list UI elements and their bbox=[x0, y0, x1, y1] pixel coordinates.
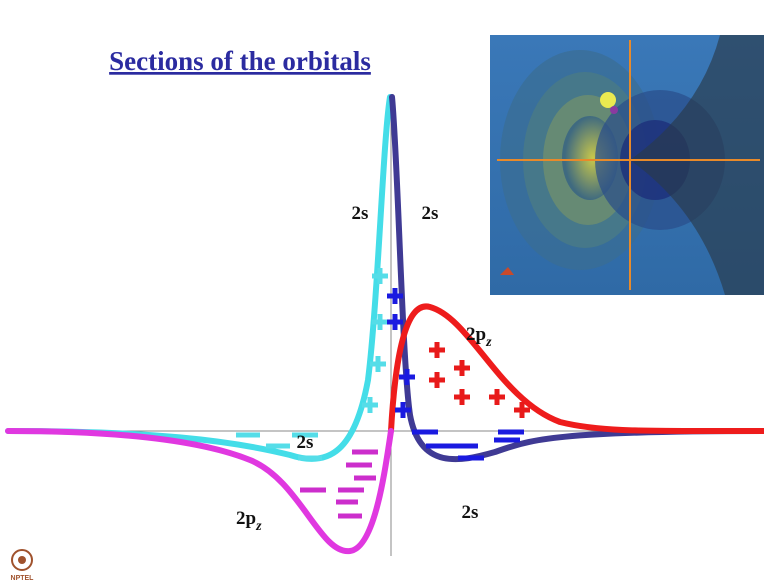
label-main: 2p bbox=[466, 324, 486, 345]
label-sub: z bbox=[255, 519, 262, 534]
label-sub: z bbox=[485, 335, 492, 350]
label: 2s bbox=[352, 203, 369, 224]
label: 2s bbox=[462, 502, 479, 523]
logo-text: NPTEL bbox=[11, 575, 35, 582]
slide: Sections of the orbitals bbox=[0, 0, 764, 584]
label: 2s bbox=[422, 203, 439, 224]
label-main: 2p bbox=[236, 508, 256, 529]
label: 2s bbox=[297, 432, 314, 453]
inset-render bbox=[490, 35, 764, 295]
title: Sections of the orbitals bbox=[109, 46, 371, 76]
